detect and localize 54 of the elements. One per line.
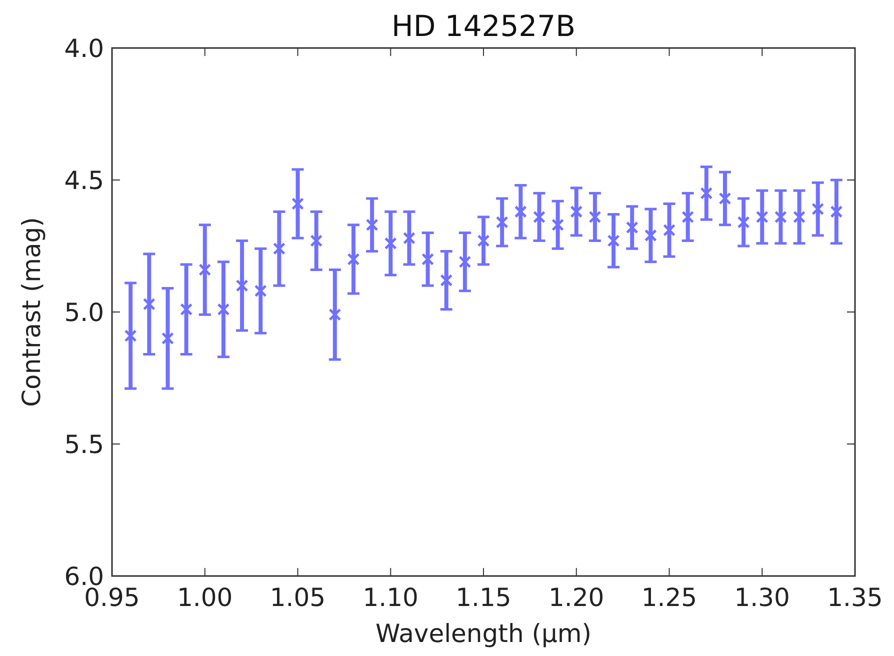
point — [532, 210, 546, 224]
y-tick-label: 4.0 — [64, 34, 104, 63]
x-axis-title: Wavelength (μm) — [375, 619, 592, 648]
point — [718, 192, 732, 205]
point — [384, 237, 397, 250]
point — [682, 210, 694, 224]
x-tick-label: 1.05 — [270, 583, 326, 612]
point — [830, 205, 843, 218]
point — [402, 232, 416, 244]
x-tick-label: 1.15 — [456, 583, 512, 612]
point — [700, 186, 713, 200]
x-tick-label: 1.30 — [734, 583, 790, 612]
point — [570, 205, 583, 218]
point — [292, 198, 304, 210]
point — [774, 210, 787, 224]
point — [161, 332, 174, 345]
point — [588, 210, 602, 224]
x-tick-label: 1.10 — [362, 583, 418, 612]
chart-title: HD 142527B — [392, 9, 576, 43]
point — [272, 242, 286, 255]
point — [458, 256, 472, 268]
point — [496, 216, 508, 228]
point — [626, 221, 638, 234]
point — [607, 234, 620, 247]
point — [124, 330, 137, 342]
y-tick-label: 5.5 — [64, 430, 104, 459]
point — [236, 279, 248, 292]
point — [422, 252, 434, 266]
point — [793, 210, 806, 224]
point — [756, 210, 768, 224]
point — [254, 284, 267, 298]
point — [310, 234, 323, 247]
x-tick-label: 1.25 — [641, 583, 698, 612]
point — [514, 205, 527, 218]
y-tick-label: 4.5 — [64, 166, 104, 195]
point — [440, 274, 453, 287]
point — [366, 218, 378, 232]
point — [328, 308, 342, 321]
point — [552, 218, 564, 232]
point — [347, 252, 360, 266]
x-tick-label: 1.00 — [177, 583, 233, 612]
point — [737, 216, 750, 228]
point — [644, 229, 657, 242]
point — [812, 202, 824, 216]
point — [142, 298, 156, 310]
x-tick-label: 1.20 — [548, 583, 604, 612]
point — [198, 264, 212, 276]
x-tick-label: 1.35 — [827, 583, 883, 612]
y-tick-label: 5.0 — [64, 298, 104, 327]
point — [663, 224, 676, 236]
point — [180, 303, 193, 316]
y-axis-title: Contrast (mag) — [17, 217, 46, 407]
point — [477, 234, 490, 247]
point — [217, 303, 230, 316]
